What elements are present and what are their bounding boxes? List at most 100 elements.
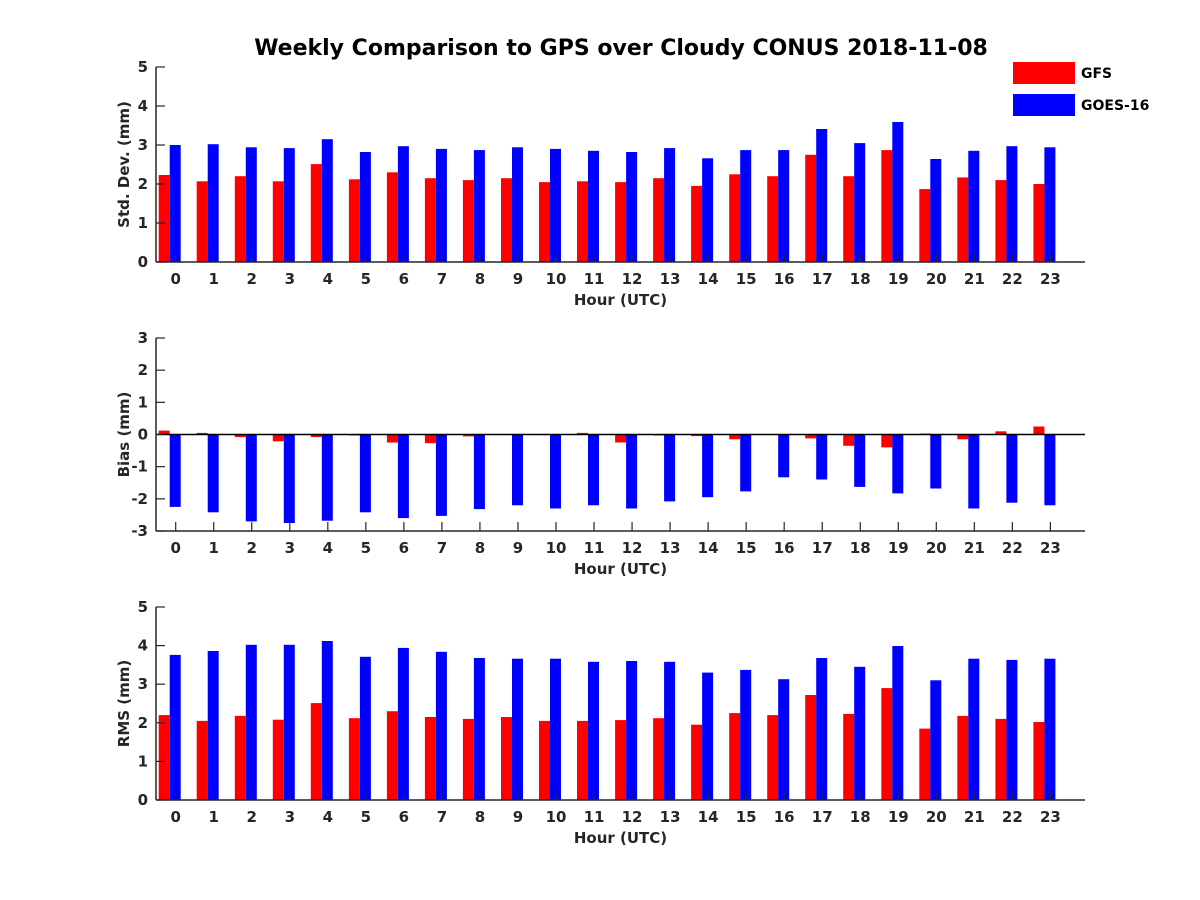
bar [473, 434, 485, 510]
bar [386, 434, 398, 443]
x-tick-label: 22 [1002, 539, 1023, 557]
bar [843, 713, 855, 800]
x-tick-label: 10 [546, 270, 567, 288]
bar [207, 651, 219, 800]
bar [702, 672, 714, 800]
x-tick-label: 17 [812, 539, 833, 557]
bar [577, 720, 588, 800]
bar [843, 176, 855, 262]
bar [158, 430, 170, 435]
bar [626, 152, 638, 262]
x-tick-label: 2 [247, 539, 257, 557]
bar [169, 145, 181, 262]
y-tick-label: 4 [138, 637, 148, 655]
bar [930, 159, 942, 262]
bar [435, 148, 447, 262]
y-tick-label: 1 [138, 393, 148, 411]
bar [234, 715, 246, 800]
bar [321, 139, 333, 262]
bar [272, 181, 284, 262]
x-tick-label: 3 [285, 270, 295, 288]
bar [881, 434, 893, 448]
bar [968, 150, 980, 262]
bar [729, 713, 741, 800]
x-tick-label: 18 [850, 539, 871, 557]
bar [702, 158, 714, 262]
x-tick-label: 8 [475, 539, 485, 557]
bar [397, 434, 409, 519]
y-axis-label: Std. Dev. (mm) [115, 101, 133, 228]
bar [957, 715, 969, 800]
bar [930, 434, 942, 489]
x-tick-label: 15 [736, 270, 757, 288]
x-tick-label: 19 [888, 539, 909, 557]
x-tick-label: 18 [850, 808, 871, 826]
x-tick-label: 21 [964, 808, 985, 826]
x-tick-label: 13 [660, 539, 681, 557]
bar [196, 720, 208, 800]
bar [805, 154, 817, 263]
x-tick-label: 23 [1040, 539, 1061, 557]
y-tick-label: 5 [138, 58, 148, 76]
bar [321, 434, 333, 521]
x-tick-label: 11 [584, 539, 605, 557]
x-tick-label: 0 [170, 808, 180, 826]
bar [272, 719, 284, 800]
y-tick-label: 0 [138, 253, 148, 271]
bar [245, 644, 257, 800]
bar [1033, 722, 1045, 800]
bar [550, 658, 561, 800]
x-tick-label: 19 [888, 270, 909, 288]
x-tick-label: 7 [437, 539, 447, 557]
bar [767, 715, 779, 800]
bar [881, 150, 893, 262]
chart-title: Weekly Comparison to GPS over Cloudy CON… [254, 36, 988, 61]
bar [615, 720, 627, 800]
bar [207, 144, 219, 262]
bar [234, 176, 246, 262]
x-tick-label: 1 [209, 808, 219, 826]
bar [1044, 658, 1056, 800]
x-tick-label: 5 [361, 539, 371, 557]
bar [995, 718, 1007, 800]
bar [653, 178, 665, 262]
y-tick-label: -2 [131, 490, 148, 508]
y-tick-label: 3 [138, 136, 148, 154]
bar [691, 724, 703, 800]
bar [664, 148, 676, 262]
y-tick-label: 2 [138, 175, 148, 193]
y-tick-label: 3 [138, 675, 148, 693]
x-tick-label: 12 [622, 270, 643, 288]
bar [473, 150, 485, 262]
x-tick-label: 0 [170, 270, 180, 288]
bar [577, 181, 588, 262]
bar [245, 147, 257, 262]
x-tick-label: 7 [437, 270, 447, 288]
bar [892, 434, 904, 494]
bar [1044, 147, 1056, 262]
bar [588, 661, 599, 800]
x-tick-label: 5 [361, 270, 371, 288]
bar [740, 150, 752, 262]
bar [843, 434, 855, 446]
x-tick-label: 12 [622, 539, 643, 557]
x-tick-label: 3 [285, 539, 295, 557]
x-tick-label: 6 [399, 808, 409, 826]
bar [1033, 184, 1045, 262]
bar [919, 189, 931, 262]
x-tick-label: 9 [513, 270, 523, 288]
bar [310, 434, 322, 438]
bar [615, 434, 627, 443]
x-tick-label: 9 [513, 539, 523, 557]
x-tick-label: 4 [323, 270, 333, 288]
bar [283, 148, 295, 262]
bar [234, 434, 246, 438]
x-tick-label: 6 [399, 539, 409, 557]
bar [435, 651, 447, 800]
bar [740, 669, 752, 800]
bar [501, 178, 512, 262]
bar [805, 695, 817, 800]
y-tick-label: 2 [138, 714, 148, 732]
bar [957, 434, 969, 440]
